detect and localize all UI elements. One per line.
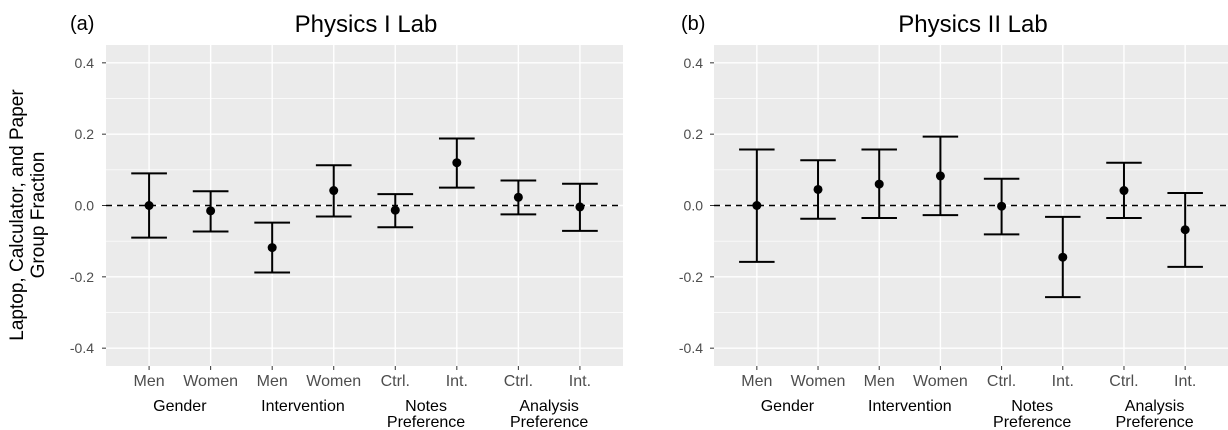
x-tick-label: Int. xyxy=(569,373,591,390)
x-tick-label: Int. xyxy=(446,373,468,390)
panel-title: Physics II Lab xyxy=(898,11,1047,38)
data-point xyxy=(329,186,339,196)
y-axis-title-line-1: Laptop, Calculator, and Paper xyxy=(7,89,28,341)
data-point xyxy=(267,243,277,253)
group-label: Analysis xyxy=(1125,398,1185,415)
x-tick-label: Men xyxy=(864,373,895,390)
y-tick-label: 0.4 xyxy=(684,55,704,71)
data-point xyxy=(935,171,945,181)
data-point xyxy=(813,184,823,194)
x-tick-label: Ctrl. xyxy=(504,373,533,390)
x-tick-label: Men xyxy=(257,373,288,390)
group-label: Analysis xyxy=(519,398,579,415)
group-label: Preference xyxy=(510,414,588,430)
y-tick-label: -0.4 xyxy=(679,340,703,356)
data-point xyxy=(1180,225,1190,235)
panel-tag: (b) xyxy=(681,13,705,35)
y-tick-label: -0.2 xyxy=(70,269,94,285)
group-label: Gender xyxy=(153,398,207,415)
x-tick-label: Ctrl. xyxy=(381,373,410,390)
y-tick-label: -0.2 xyxy=(679,269,703,285)
y-tick-label: 0.2 xyxy=(684,126,704,142)
data-point xyxy=(1119,186,1129,196)
data-point xyxy=(513,192,523,202)
x-tick-label: Men xyxy=(134,373,165,390)
panel-physics-ii: (b) Physics II Lab 0.4 0.2 0.0 -0.2 -0.4 Men Wom… xyxy=(679,11,1228,430)
group-label: Preference xyxy=(993,414,1071,430)
data-point xyxy=(1058,252,1068,262)
x-tick-label: Ctrl. xyxy=(1109,373,1138,390)
data-point xyxy=(752,201,762,210)
data-point xyxy=(874,179,884,189)
group-label: Gender xyxy=(761,398,815,415)
data-point xyxy=(575,202,585,212)
group-label: Preference xyxy=(1115,414,1193,430)
x-tick-label: Women xyxy=(306,373,361,390)
y-axis-title-line-2: Group Fraction xyxy=(28,152,49,279)
group-label: Notes xyxy=(405,398,447,415)
y-tick-label: -0.4 xyxy=(70,340,94,356)
group-label: Notes xyxy=(1011,398,1053,415)
y-tick-label: 0.0 xyxy=(75,198,95,214)
x-tick-label: Women xyxy=(183,373,238,390)
x-tick-label: Int. xyxy=(1174,373,1196,390)
y-axis-title: Laptop, Calculator, and Paper Group Frac… xyxy=(7,89,49,341)
data-point xyxy=(390,205,400,215)
panel-tag: (a) xyxy=(70,13,94,35)
data-point xyxy=(144,201,154,210)
x-tick-label: Women xyxy=(791,373,846,390)
x-tick-label: Ctrl. xyxy=(987,373,1016,390)
y-tick-label: 0.0 xyxy=(684,198,704,214)
x-tick-label: Men xyxy=(741,373,772,390)
group-label: Intervention xyxy=(868,398,952,415)
y-tick-label: 0.4 xyxy=(75,55,95,71)
group-label: Preference xyxy=(387,414,465,430)
x-tick-label: Women xyxy=(913,373,968,390)
data-point xyxy=(997,201,1007,211)
x-tick-label: Int. xyxy=(1052,373,1074,390)
y-tick-label: 0.2 xyxy=(75,126,95,142)
group-label: Intervention xyxy=(261,398,345,415)
data-point xyxy=(206,206,216,216)
panel-physics-i: (a) Physics I Lab 0.4 0.2 0.0 -0.2 -0.4 Men Wome… xyxy=(70,11,623,430)
panel-title: Physics I Lab xyxy=(295,11,438,38)
data-point xyxy=(452,158,462,168)
